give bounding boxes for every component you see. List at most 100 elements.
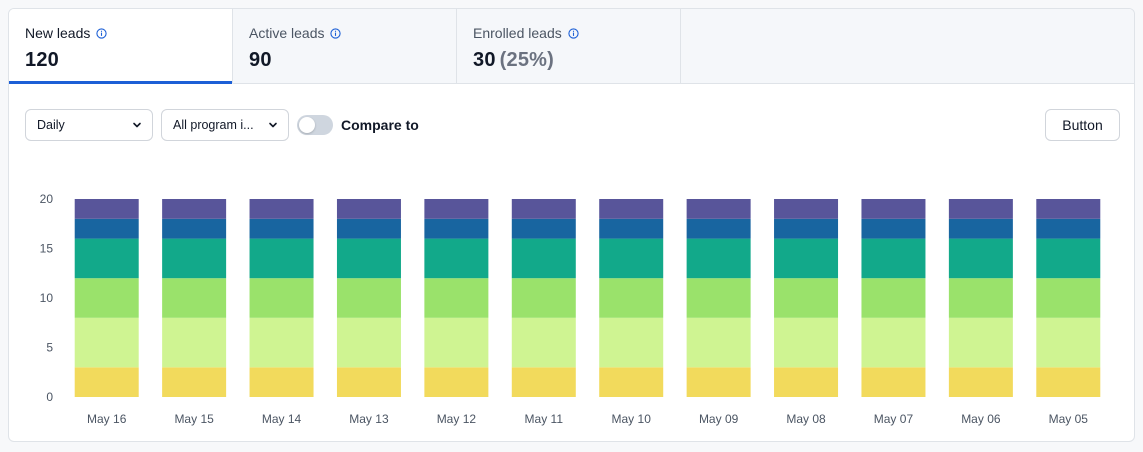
bar-segment[interactable]	[162, 367, 227, 397]
program-select[interactable]: All program i...	[161, 109, 289, 141]
bar-segment[interactable]	[948, 367, 1013, 397]
bar-segment[interactable]	[774, 238, 839, 279]
bar-segment[interactable]	[249, 199, 314, 219]
bar-segment[interactable]	[861, 218, 926, 239]
info-icon[interactable]	[330, 27, 342, 39]
bar-segment[interactable]	[336, 317, 401, 368]
bar-segment[interactable]	[249, 317, 314, 368]
tab-label: Active leads	[249, 25, 325, 41]
bar-segment[interactable]	[162, 218, 227, 239]
bar-segment[interactable]	[861, 199, 926, 219]
bar-segment[interactable]	[511, 218, 576, 239]
bar-segment[interactable]	[249, 278, 314, 318]
bar-segment[interactable]	[74, 317, 139, 368]
chevron-down-icon	[269, 122, 277, 128]
bar-segment[interactable]	[162, 317, 227, 368]
bar-segment[interactable]	[686, 317, 751, 368]
bar-segment[interactable]	[686, 238, 751, 279]
bar-segment[interactable]	[74, 218, 139, 239]
info-icon[interactable]	[568, 27, 579, 39]
bar-segment[interactable]	[511, 317, 576, 368]
bar-segment[interactable]	[162, 278, 227, 318]
bar-segment[interactable]	[599, 367, 664, 397]
x-tick-label: May 16	[87, 412, 127, 426]
y-tick-label: 0	[46, 390, 53, 404]
bar-segment[interactable]	[424, 218, 489, 239]
compare-label: Compare to	[341, 117, 419, 133]
chevron-down-icon	[133, 122, 141, 128]
info-icon[interactable]	[96, 27, 108, 39]
bar-segment[interactable]	[336, 278, 401, 318]
tabs-filler	[681, 9, 1134, 84]
bar-segment[interactable]	[511, 367, 576, 397]
y-tick-label: 15	[40, 242, 54, 256]
bar-segment[interactable]	[686, 218, 751, 239]
bar-segment[interactable]	[861, 367, 926, 397]
x-tick-label: May 08	[786, 412, 826, 426]
bar-segment[interactable]	[861, 238, 926, 279]
bar-segment[interactable]	[74, 238, 139, 279]
bar-segment[interactable]	[774, 199, 839, 219]
bar-segment[interactable]	[599, 238, 664, 279]
bar-segment[interactable]	[162, 238, 227, 279]
tab-enrolled-leads[interactable]: Enrolled leads 30 (25%)	[457, 9, 681, 84]
x-tick-label: May 05	[1049, 412, 1089, 426]
bar-segment[interactable]	[1036, 278, 1101, 318]
bar-segment[interactable]	[774, 367, 839, 397]
bar-segment[interactable]	[1036, 199, 1101, 219]
bar-segment[interactable]	[424, 317, 489, 368]
bar-segment[interactable]	[948, 317, 1013, 368]
bar-segment[interactable]	[1036, 238, 1101, 279]
bar-segment[interactable]	[774, 278, 839, 318]
bar-segment[interactable]	[599, 199, 664, 219]
bar-segment[interactable]	[424, 199, 489, 219]
bar-segment[interactable]	[162, 199, 227, 219]
bar-segment[interactable]	[861, 278, 926, 318]
interval-select-value: Daily	[37, 118, 65, 132]
bar-segment[interactable]	[511, 278, 576, 318]
bar-segment[interactable]	[336, 238, 401, 279]
bar-segment[interactable]	[1036, 317, 1101, 368]
bar-segment[interactable]	[861, 317, 926, 368]
bar-segment[interactable]	[599, 278, 664, 318]
bar-segment[interactable]	[336, 218, 401, 239]
tab-new-leads[interactable]: New leads 120	[9, 9, 233, 84]
interval-select[interactable]: Daily	[25, 109, 153, 141]
bar-segment[interactable]	[599, 218, 664, 239]
tab-subvalue: (25%)	[499, 49, 555, 71]
bar-segment[interactable]	[511, 238, 576, 279]
x-tick-label: May 11	[525, 412, 564, 426]
compare-toggle[interactable]	[297, 115, 333, 135]
program-select-value: All program i...	[173, 118, 254, 132]
bar-segment[interactable]	[1036, 218, 1101, 239]
bar-segment[interactable]	[511, 199, 576, 219]
bar-segment[interactable]	[249, 367, 314, 397]
tab-value: 120	[25, 49, 59, 71]
bar-segment[interactable]	[74, 199, 139, 219]
bar-segment[interactable]	[74, 367, 139, 397]
bar-segment[interactable]	[1036, 367, 1101, 397]
bar-segment[interactable]	[948, 238, 1013, 279]
bar-segment[interactable]	[948, 218, 1013, 239]
bar-segment[interactable]	[686, 278, 751, 318]
bar-segment[interactable]	[424, 278, 489, 318]
bar-segment[interactable]	[424, 367, 489, 397]
bar-segment[interactable]	[336, 199, 401, 219]
action-button[interactable]: Button	[1045, 109, 1120, 141]
tab-active-leads[interactable]: Active leads 90	[233, 9, 457, 84]
bar-segment[interactable]	[249, 238, 314, 279]
bar-segment[interactable]	[686, 367, 751, 397]
bar-segment[interactable]	[948, 278, 1013, 318]
bar-segment[interactable]	[599, 317, 664, 368]
bar-segment[interactable]	[774, 317, 839, 368]
y-tick-label: 5	[46, 341, 53, 355]
bar-segment[interactable]	[74, 278, 139, 318]
x-tick-label: May 10	[612, 412, 652, 426]
bar-segment[interactable]	[336, 367, 401, 397]
bar-segment[interactable]	[774, 218, 839, 239]
bar-segment[interactable]	[686, 199, 751, 219]
bar-segment[interactable]	[424, 238, 489, 279]
bar-segment[interactable]	[948, 199, 1013, 219]
bar-segment[interactable]	[249, 218, 314, 239]
tab-value: 90	[249, 49, 272, 71]
